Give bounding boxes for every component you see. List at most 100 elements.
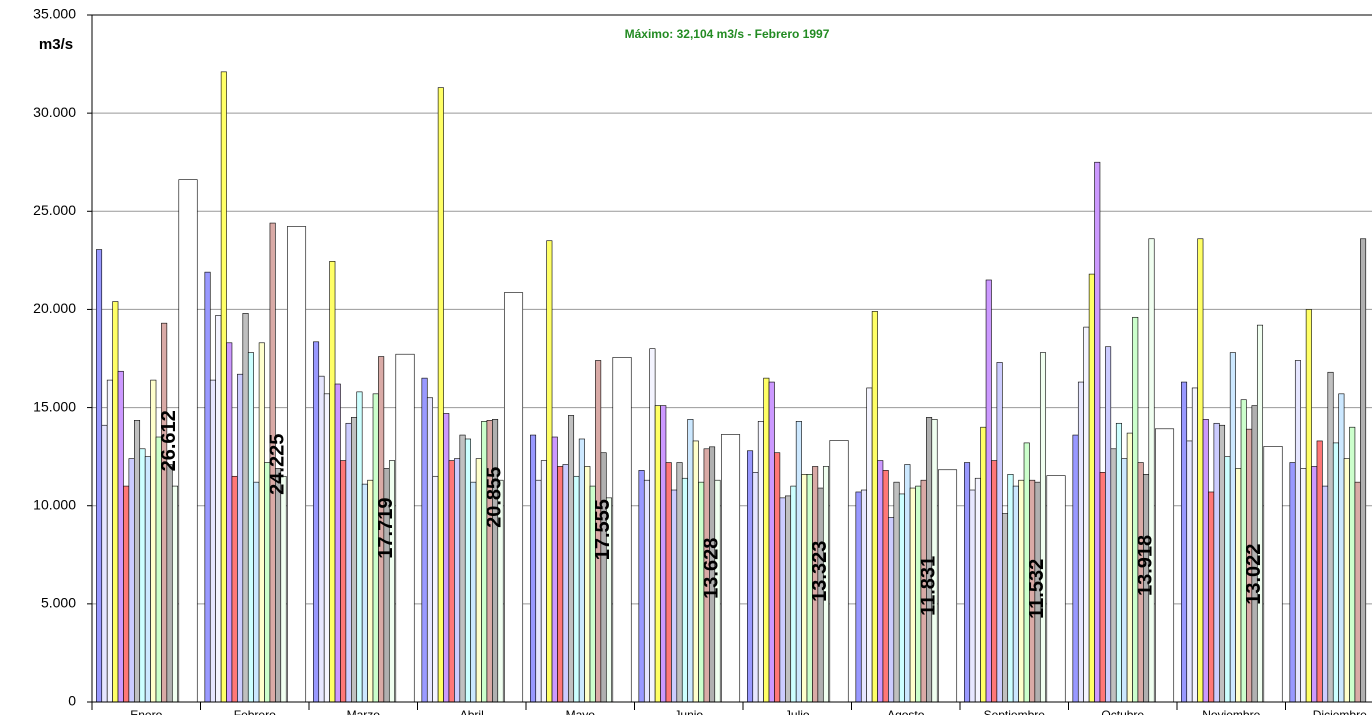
bar [101,424,108,703]
bar [898,493,905,703]
bar [893,481,900,703]
bar [171,485,179,703]
y-tick-label: 15.000 [33,398,76,414]
bar [801,474,808,703]
bar [600,452,607,703]
bar [996,362,1003,703]
y-tick-label: 35.000 [33,6,76,22]
bar [573,475,580,703]
bar [829,440,849,703]
x-tick-label: Septiembre [984,708,1046,715]
x-tick-label: Marzo [347,708,381,715]
bar [1115,422,1122,703]
x-tick-label: Julio [785,708,810,715]
bar [763,377,770,703]
bar [503,292,524,703]
bar [747,450,754,703]
bar [1046,475,1066,703]
bar [161,322,168,703]
bar [388,460,396,703]
bar [166,464,173,703]
bar [345,422,352,703]
bar [475,458,482,703]
bar [1181,381,1188,703]
bar [96,249,103,703]
bar [557,466,564,703]
bar [1121,458,1128,703]
bar [1077,381,1084,703]
bar [1219,424,1226,703]
x-tick-label: Noviembre [1202,708,1260,715]
bar [1322,485,1329,703]
x-tick-label: Abril [460,708,484,715]
bar [888,517,895,703]
bar [117,370,124,703]
x-tick-label: Diciembre [1313,708,1367,715]
bar [757,421,764,703]
bar [1012,485,1019,703]
x-tick-label: Mayo [566,708,596,715]
bar [643,479,650,703]
bar [1148,238,1155,703]
data-label: 26.612 [158,410,180,471]
bar [470,481,477,703]
bar [1311,466,1318,703]
bar [1110,448,1117,703]
bar [681,477,688,703]
bar [1007,474,1014,703]
bar [242,313,249,703]
bar [1224,456,1231,703]
bar [1360,238,1367,703]
bar [1338,393,1345,703]
bar [247,352,254,703]
bar [1349,426,1356,703]
bar [1002,513,1009,703]
bar [612,357,632,703]
bar [123,485,130,703]
bar [568,415,575,703]
bar [969,489,976,703]
bar [356,391,363,703]
bar [980,426,987,703]
bar [937,469,958,703]
bar [649,348,656,703]
bar [112,301,119,703]
bar [454,458,461,703]
bar [540,460,547,703]
bar [692,440,699,703]
y-tick-label: 10.000 [33,496,76,512]
bar [220,71,227,703]
bar [237,373,244,703]
bar [1132,316,1139,703]
data-label: 20.855 [484,467,506,528]
bar [964,462,971,703]
bar [340,460,347,703]
bar [443,413,450,703]
bar [974,477,981,703]
y-tick-label: 5.000 [41,595,76,611]
y-tick-label: 20.000 [33,300,76,316]
bar [1256,324,1264,703]
bar [1083,326,1090,703]
bar [318,375,325,703]
bar [313,341,320,703]
bar [481,421,488,703]
bar [253,481,260,703]
bar [106,379,113,703]
bar [1316,440,1323,703]
bar [1208,491,1215,703]
bar [1300,468,1307,703]
bar [720,434,741,703]
bar [779,497,786,703]
bar [139,448,146,703]
y-axis-title: m3/s [39,36,73,53]
bar [768,381,775,703]
bar [1202,419,1209,703]
bar [676,462,683,703]
bar [1343,458,1350,703]
bar [351,417,358,703]
y-tick-label: 25.000 [33,202,76,218]
bar [1018,479,1025,703]
bar [1039,352,1047,703]
data-label: 11.831 [918,556,940,616]
